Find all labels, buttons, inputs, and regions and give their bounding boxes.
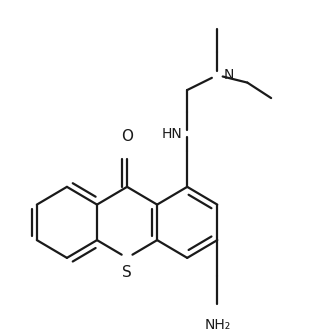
Text: NH₂: NH₂ — [204, 318, 230, 332]
Text: O: O — [121, 129, 133, 144]
Text: S: S — [122, 265, 132, 280]
Text: N: N — [224, 68, 234, 82]
Text: HN: HN — [161, 127, 182, 140]
